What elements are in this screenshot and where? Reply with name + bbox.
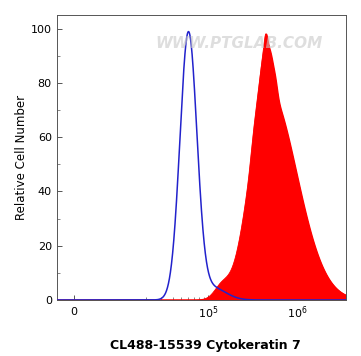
Text: CL488-15539 Cytokeratin 7: CL488-15539 Cytokeratin 7 xyxy=(110,339,301,352)
Y-axis label: Relative Cell Number: Relative Cell Number xyxy=(15,95,28,220)
Text: WWW.PTGLAB.COM: WWW.PTGLAB.COM xyxy=(155,36,323,51)
